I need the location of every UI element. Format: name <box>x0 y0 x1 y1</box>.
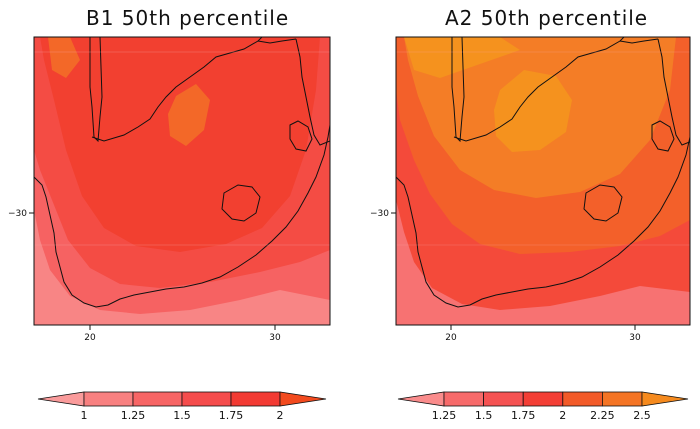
panel-2-ylabel-m30: −30 <box>370 209 389 219</box>
panel-2-colorbar-box <box>562 391 603 407</box>
panel-2-map <box>396 37 690 325</box>
panel-2-colorbar-label: 1.75 <box>511 409 536 422</box>
panel-2-colorbar-label: 1.25 <box>432 409 457 422</box>
panel-1-colorbar-label: 2 <box>277 409 284 422</box>
panel-1-colorbar: 1 1.25 1.5 1.75 2 <box>37 391 327 422</box>
panel-1-ylabel-m30: −30 <box>8 209 27 219</box>
panel-1-colorbar-box <box>83 391 134 407</box>
panel-2-colorbar-high-arrow <box>641 391 689 407</box>
panel-2-title: A2 50th percentile <box>445 6 649 30</box>
panel-1-colorbar-label: 1.5 <box>173 409 191 422</box>
panel-2-colorbar-label: 1.5 <box>475 409 493 422</box>
panel-2-colorbar-box <box>483 391 524 407</box>
panel-1-colorbar-low-arrow <box>37 391 85 407</box>
panel-1-xlabel-20: 20 <box>84 333 96 343</box>
panel-2-xlabel-30: 30 <box>629 333 641 343</box>
panel-2-frame <box>395 36 691 326</box>
panel-1-xlabel-30: 30 <box>269 333 281 343</box>
panel-1-map <box>34 37 330 325</box>
panel-2-xlabel-20: 20 <box>445 333 457 343</box>
panel-1-colorbar-label: 1.25 <box>121 409 146 422</box>
panel-1-colorbar-label: 1 <box>81 409 88 422</box>
panel-1-colorbar-high-arrow <box>279 391 327 407</box>
panel-1-core-band <box>40 37 320 252</box>
panel-2-colorbar-low-arrow <box>397 391 445 407</box>
panel-1-frame <box>33 36 331 326</box>
panel-2-colorbar-box <box>522 391 564 407</box>
panel-2-colorbar-label: 2.25 <box>590 409 615 422</box>
panel-1-colorbar-box <box>181 391 232 407</box>
panel-2-hot-band <box>404 37 572 152</box>
panel-1-colorbar-box <box>132 391 183 407</box>
panel-2-colorbar-box <box>602 391 643 407</box>
panel-2-colorbar-label: 2 <box>559 409 566 422</box>
panel-1-hot-band <box>48 37 210 146</box>
panel-2-colorbar-box <box>443 391 484 407</box>
panel-1-title: B1 50th percentile <box>86 6 290 30</box>
panel-2-colorbar-label: 2.5 <box>633 409 651 422</box>
panel-1-colorbar-box <box>230 391 281 407</box>
panel-1-colorbar-label: 1.75 <box>219 409 244 422</box>
panel-2-colorbar: 1.25 1.5 1.75 2 2.25 2.5 <box>397 391 689 422</box>
